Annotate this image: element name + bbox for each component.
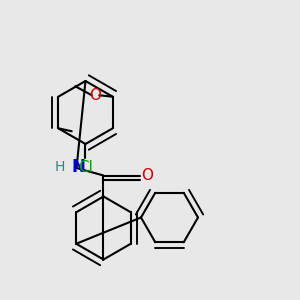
Text: Cl: Cl [78, 160, 93, 175]
Text: H: H [54, 160, 64, 174]
Text: O: O [141, 168, 153, 183]
Text: N: N [71, 158, 85, 175]
Text: O: O [89, 88, 101, 103]
